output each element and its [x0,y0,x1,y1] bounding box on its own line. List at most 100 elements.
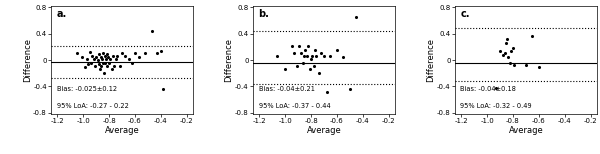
Text: 95% LoA: -0.37 - 0.44: 95% LoA: -0.37 - 0.44 [259,103,331,109]
Point [112,55,122,57]
Point [292,65,302,67]
Point [502,38,512,40]
Point [95,68,105,71]
Point [304,45,313,47]
Point [299,61,308,64]
Text: c.: c. [461,9,470,19]
Point [147,30,157,32]
Point [287,45,296,47]
Text: 95% LoA: -0.32 - 0.49: 95% LoA: -0.32 - 0.49 [461,103,532,109]
Point [88,55,97,57]
Y-axis label: Difference: Difference [23,38,32,82]
Text: a.: a. [56,9,67,19]
Point [91,56,101,58]
X-axis label: Average: Average [105,126,139,134]
Point [156,50,166,52]
Text: Bias: -0.04±0.21: Bias: -0.04±0.21 [259,86,314,92]
Point [495,50,505,52]
Point [299,55,309,57]
Point [80,65,89,68]
Point [503,56,513,58]
Point [130,52,140,54]
Point [500,52,510,54]
Point [289,52,299,54]
Point [140,52,150,54]
Point [102,53,112,55]
Point [302,55,311,57]
Point [499,54,508,56]
Point [97,65,106,67]
Point [295,45,304,47]
Point [117,52,127,54]
Point [134,56,143,58]
Point [77,56,87,58]
Point [309,65,319,67]
Point [104,61,114,64]
Point [93,59,103,61]
Text: Bias: -0.04±0.18: Bias: -0.04±0.18 [461,86,517,92]
Point [508,47,518,49]
Point [338,56,348,58]
Y-axis label: Difference: Difference [427,38,436,82]
X-axis label: Average: Average [307,126,341,134]
Text: 95% LoA: -0.27 - 0.22: 95% LoA: -0.27 - 0.22 [56,103,128,109]
Point [491,86,501,89]
Point [96,56,106,59]
Point [97,58,107,61]
Point [83,63,93,65]
Point [332,48,342,51]
Point [110,65,119,67]
Point [158,88,168,90]
Point [128,61,137,64]
Point [319,55,329,57]
Point [310,48,320,51]
X-axis label: Average: Average [509,126,543,134]
Point [94,63,104,65]
Point [317,52,326,54]
Point [124,58,133,61]
Point [308,55,317,57]
Point [99,71,109,74]
Point [534,66,544,69]
Point [296,52,306,54]
Point [326,55,335,57]
Point [108,55,118,57]
Point [152,52,162,54]
Point [90,65,100,67]
Point [527,35,537,38]
Point [521,64,531,67]
Point [506,50,516,52]
Point [103,56,113,59]
Point [314,71,323,74]
Point [345,88,355,90]
Point [352,15,361,18]
Point [72,52,82,55]
Point [103,65,112,67]
Point [89,58,98,61]
Point [505,61,515,64]
Point [95,53,104,55]
Point [280,68,290,71]
Point [272,55,282,57]
Point [100,55,109,57]
Point [115,65,124,67]
Point [509,63,519,66]
Point [85,51,95,53]
Point [98,61,107,64]
Point [107,68,116,71]
Point [98,52,108,54]
Point [111,58,121,61]
Point [86,61,96,64]
Point [82,57,92,60]
Point [120,55,130,57]
Text: b.: b. [259,9,269,19]
Point [501,42,511,44]
Point [322,91,331,93]
Text: Bias: -0.025±0.12: Bias: -0.025±0.12 [56,86,117,92]
Point [301,48,310,51]
Point [106,58,115,61]
Y-axis label: Difference: Difference [224,38,233,82]
Point [101,58,111,61]
Point [305,68,314,71]
Point [311,55,321,57]
